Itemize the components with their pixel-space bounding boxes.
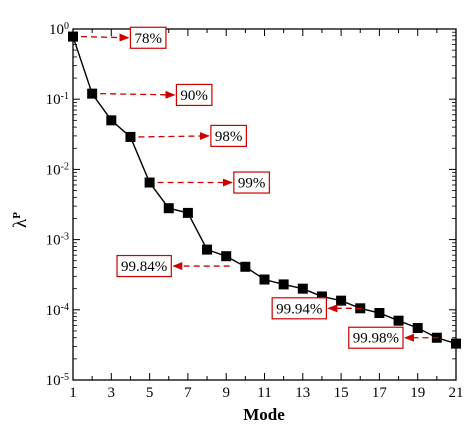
y-tick-label: 10-2 [46,161,69,179]
annotation-label: 90% [180,88,208,104]
annotation-box [348,326,404,349]
annotation-box [116,254,172,278]
annotation-box [233,171,270,194]
data-point-marker [316,291,327,302]
annotation-label: 99.98% [353,331,399,347]
annotation-box [271,297,328,320]
data-point-marker [144,177,155,188]
data-point-marker [336,295,347,306]
annotation-label: 99.84% [121,259,167,275]
annotation-arrow [100,90,176,99]
data-point-marker [412,323,423,334]
annotation-arrow [138,132,210,141]
x-tick-label: 7 [184,385,192,401]
x-tick-label: 13 [295,385,310,401]
y-tick-label: 10-3 [46,231,69,249]
annotation-box [175,83,213,107]
annotation-box [210,124,247,148]
x-tick-label: 1 [69,385,77,401]
y-axis-label-main: λ [10,218,31,228]
x-tick-label: 3 [108,385,116,401]
y-tick-label: 10-4 [46,301,69,319]
annotation-label: 78% [134,31,162,47]
data-point-marker [125,131,136,142]
y-tick-label: 100 [49,21,69,39]
y-axis-label-superscript: P [11,212,23,219]
y-tick-label: 10-5 [46,372,69,390]
annotation-label: 99.94% [276,301,322,317]
data-point-marker [240,261,251,272]
annotation-label: 98% [215,129,243,145]
annotation-box [129,26,167,49]
data-point-marker [374,308,385,319]
annotation-arrow [80,33,130,42]
annotation-label: 99% [238,176,266,192]
x-tick-label: 9 [222,385,230,401]
axis-label-group: Mode λP [10,212,285,424]
x-tick-label: 21 [449,385,464,401]
data-point-marker [278,279,289,290]
data-point-marker [297,283,308,294]
x-tick-label: 5 [146,385,154,401]
data-point-marker [106,115,117,126]
x-tick-label: 15 [334,385,349,401]
x-tick-label: 19 [410,385,425,401]
data-point-marker [202,244,213,255]
y-tick-label: 10-1 [46,91,69,109]
y-axis-label: λP [10,212,31,228]
x-axis-label: Mode [243,405,285,424]
x-tick-label: 11 [257,385,271,401]
data-point-marker [393,315,404,326]
annotation-group: 78% 90% 98% 99% 99.84% 99.94% 99.98% [80,26,439,349]
data-point-marker [221,251,232,262]
x-tick-label: 17 [372,385,388,401]
data-point-marker [163,203,174,214]
data-point-marker [68,31,78,42]
data-point-marker [182,207,193,218]
data-point-marker [259,274,270,285]
data-point-marker [87,88,98,99]
data-point-marker [451,338,461,349]
